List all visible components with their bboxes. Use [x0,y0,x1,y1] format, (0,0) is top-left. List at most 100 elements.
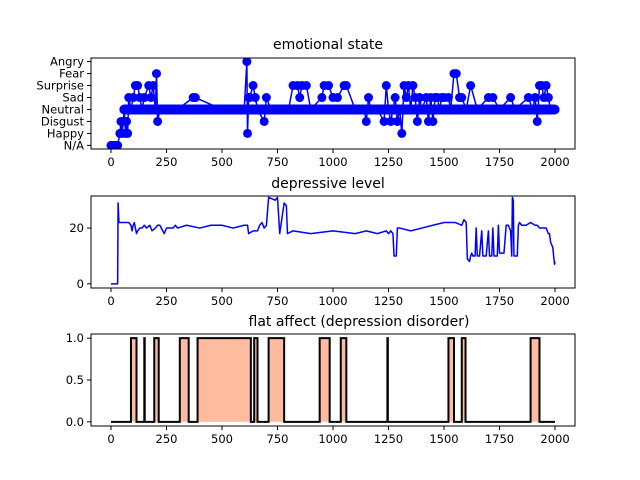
flat-affect-panel: flat affect (depression disorder) 0 250 50… [66,314,576,446]
emotional-state-marker-29 [190,93,200,103]
emotional-state-xtick-label-0: 0 [107,155,114,169]
emotional-state-marker-94 [457,93,467,103]
flat-affect-fill-2 [154,338,159,422]
flat-affect-title: flat affect (depression disorder) [249,314,470,330]
emotional-state-marker-10 [122,116,132,126]
emotional-state-marker-61 [372,104,382,114]
emotional-state-marker-22 [148,81,158,91]
emotional-state-marker-104 [528,104,538,114]
emotional-state-marker-55 [341,81,351,91]
flat-affect-fill-3 [179,338,189,422]
depressive-level-plot-area [110,196,556,285]
emotional-state-series-line [110,60,556,147]
emotional-state-marker-78 [415,93,425,103]
emotional-state-marker-101 [506,93,516,103]
emotional-state-ytick-label-5: Surprise [36,79,84,93]
emotional-state-marker-79 [417,104,427,114]
emotional-state-xtick-label-3: 750 [267,155,289,169]
emotional-state-marker-103 [523,93,533,103]
emotional-state-marker-16 [133,81,143,91]
depressive-level-xtick-label-5: 1250 [374,294,403,308]
flat-affect-ytick-label-1: 0.5 [66,373,84,387]
depressive-level-xtick-label-3: 750 [267,294,289,308]
flat-affect-xtick-label-0: 0 [107,432,114,446]
depressive-level-xtick-label-2: 500 [211,294,233,308]
depressive-level-xtick-label-1: 250 [156,294,178,308]
flat-affect-xtick-label-4: 1000 [318,432,347,446]
emotional-state-marker-25 [153,116,163,126]
emotional-state-marker-30 [217,104,227,114]
emotional-state-ytick-label-0: N/A [64,138,84,152]
emotional-state-ytick-label-7: Angry [50,55,84,69]
emotional-state-marker-14 [128,93,138,103]
depressive-level-title: depressive level [271,176,385,192]
flat-affect-xtick-label-6: 1500 [429,432,458,446]
emotional-state-marker-37 [250,93,260,103]
flat-affect-xtick-label-8: 2000 [540,432,569,446]
emotional-state-ytick-label-3: Neutral [42,102,84,116]
flat-affect-xtick-label-2: 500 [211,432,233,446]
flat-affect-fill-4 [197,338,251,422]
depressive-level-series-line [110,196,556,285]
flat-affect-fill-10 [448,338,454,422]
emotional-state-ytick-label-2: Disgust [41,114,85,128]
emotional-state-marker-89 [443,93,453,103]
emotional-state-marker-95 [461,104,471,114]
emotional-state-marker-68 [392,116,402,126]
emotional-state-marker-39 [259,116,269,126]
emotional-state-marker-74 [406,104,416,114]
emotional-state-marker-75 [408,81,418,91]
emotional-state-ytick-label-4: Sad [62,91,84,105]
emotional-state-marker-36 [248,81,258,91]
flat-affect-fill-0 [130,338,137,422]
flat-affect-xtick-label-5: 1250 [374,432,403,446]
emotional-state-marker-53 [332,93,342,103]
flat-affect-fill-12 [530,338,540,422]
emotional-state-marker-56 [350,104,360,114]
emotional-state-xtick-label-7: 1750 [485,155,514,169]
emotional-state-marker-19 [139,93,149,103]
emotional-state-xtick-label-2: 500 [211,155,233,169]
emotional-state-marker-69 [395,104,405,114]
depressive-level-xtick-label-4: 1000 [318,294,347,308]
emotional-state-marker-111 [543,93,553,103]
emotional-state-marker-24 [151,69,161,79]
emotional-state-plot-area [106,58,560,149]
emotional-state-marker-27 [173,104,183,114]
emotional-state-marker-67 [390,93,400,103]
flat-affect-fill-7 [319,338,330,422]
emotional-state-title: emotional state [273,37,383,53]
emotional-state-marker-45 [295,93,305,103]
emotional-state-marker-99 [488,93,498,103]
emotional-state-marker-90 [446,104,456,114]
emotional-state-marker-49 [317,93,327,103]
depressive-level-xtick-label-6: 1500 [429,294,458,308]
emotional-state-marker-21 [146,93,156,103]
emotional-state-marker-60 [366,104,376,114]
emotional-state-marker-42 [284,104,294,114]
emotional-state-marker-51 [324,81,334,91]
depressive-level-axes-frame [90,195,576,289]
flat-affect-axes-frame [90,333,576,427]
flat-affect-fill-11 [461,338,466,422]
emotional-state-marker-47 [301,81,311,91]
emotional-state-marker-32 [242,58,252,67]
flat-affect-xtick-label-1: 250 [156,432,178,446]
emotional-state-marker-41 [266,104,276,114]
emotional-state-marker-92 [451,69,461,79]
emotional-state-xtick-label-4: 1000 [318,155,347,169]
flat-affect-fill-5 [254,338,258,422]
emotional-state-panel: emotional state 0 250 500 750 1000 1250 1500 17… [36,37,576,169]
flat-affect-fill-8 [340,338,347,422]
emotional-state-ytick-label-1: Happy [47,126,84,140]
emotional-state-xtick-label-6: 1500 [429,155,458,169]
emotional-state-marker-106 [532,116,542,126]
emotional-state-marker-48 [306,104,316,114]
emotional-state-marker-62 [379,116,389,126]
emotional-state-marker-26 [155,104,165,114]
emotional-state-marker-83 [428,116,438,126]
emotional-state-marker-96 [466,81,476,91]
emotional-state-marker-59 [364,93,374,103]
depressive-level-ytick-label-1: 20 [69,221,84,235]
